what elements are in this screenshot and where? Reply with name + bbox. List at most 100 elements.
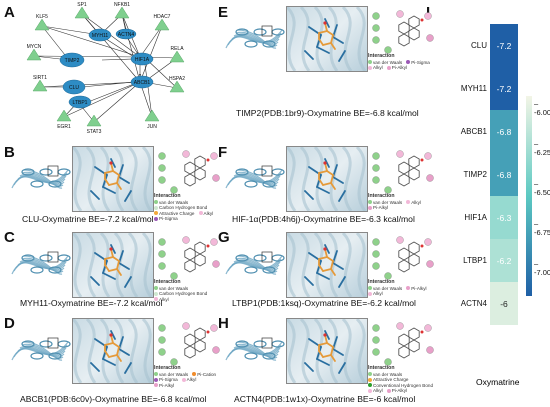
legend-label: Pi-Alkyl [411,285,427,291]
network-label: ACTN4 [118,32,135,38]
network-label: SIRT1 [33,75,47,81]
interaction-2d-diagram [158,322,220,366]
network-label: MYH11 [92,33,109,39]
legend-swatch [368,372,372,377]
colorbar [526,96,532,296]
legend-swatch [154,291,158,296]
legend-item: Carbon Hydrogen Bond [154,291,207,297]
network-node-sp1 [74,6,90,19]
legend-label: van der Waals [159,199,189,205]
interaction-2d-diagram [158,150,220,194]
legend-swatch [406,60,411,65]
legend-label: van der Waals [159,371,189,377]
network-label: KLF5 [36,14,48,20]
heatmap-row-label: ABCB1 [460,126,487,136]
legend-swatch [368,383,372,388]
network-label: HDAC7 [154,14,171,20]
legend-swatch [154,200,158,205]
legend-swatch [154,286,158,291]
network-label: STAT3 [87,129,102,135]
legend-swatch [386,388,391,393]
heatmap-cell: -6.8 [490,110,518,153]
panel-label-b: B [4,144,15,161]
legend-label: Alkyl [373,388,383,393]
network-label: JUN [147,124,157,130]
protein-structure-image [225,165,285,189]
interaction-2d-diagram [372,322,434,366]
legend-title: Interaction [154,365,181,371]
legend-item: Attractive Charge [368,377,409,383]
legend-item: van der Waals [154,372,188,378]
network-label: MYCN [27,44,42,50]
legend-item: Alkyl [181,377,197,383]
binding-pocket-image [72,146,154,212]
heatmap-value-label: -7.2 [496,83,512,94]
interaction-2d-diagram [372,10,434,54]
colorbar-tick: – -6.50 [534,179,550,197]
heatmap-row-label: LTBP1 [463,255,487,265]
legend-item: van der Waals [154,200,188,206]
interaction-2d-diagram [372,150,434,194]
legend-label: van der Waals [373,199,403,205]
panel-label-d: D [4,315,15,332]
legend-swatch [198,211,203,216]
legend-item: Pi-Alkyl [154,383,174,389]
colorbar-tick: – -6.00 [534,99,550,117]
panel-label-f: F [218,144,228,161]
legend-swatch [154,216,158,221]
heatmap-cell: -7.2 [490,24,518,67]
network-node-hif1a [130,52,154,66]
legend-item: Pi-Alkyl [386,65,407,71]
interaction-2d-diagram [158,236,220,280]
legend-item: Alkyl [368,291,383,297]
legend-swatch [154,383,158,388]
protein-structure-image [11,165,71,189]
legend-swatch [406,286,411,291]
legend-label: Pi-Alkyl [373,205,389,210]
heatmap-row-label: ACTN4 [460,298,487,308]
legend-item: Pi-Alkyl [368,205,388,211]
network-node-timp2 [59,52,85,68]
network-label: LTBP1 [73,100,88,106]
interaction-legend: Interaction van der WaalsCarbon Hydrogen … [154,193,224,222]
network-label: CLU [69,85,79,91]
legend-item: Alkyl [368,388,383,394]
binding-pocket-image [286,6,368,72]
legend-swatch [368,377,372,382]
docking-caption: ACTN4(PDB:1w1x)-Oxymatrine BE=-6 kcal/mo… [234,394,416,404]
network-node-actn4 [115,28,137,40]
heatmap-cell: -6 [490,282,518,325]
heatmap-value-label: -6.8 [496,169,512,180]
legend-item: Pi-Alkyl [406,285,427,292]
binding-pocket-image [72,232,154,298]
legend-label: Pi-Sigma [159,216,178,221]
legend-label: Carbon Hydrogen Bond [159,205,208,210]
interaction-2d-diagram [372,236,434,280]
protein-structure-image [11,251,71,275]
network-node-klf5 [34,18,50,31]
legend-label: Alkyl [203,210,214,216]
legend-label: Alkyl [411,199,421,205]
legend-item: Pi-Cation [192,372,216,378]
legend-label: Pi-Sigma [411,59,430,65]
legend-item: Alkyl [406,200,421,206]
legend-label: van der Waals [373,59,403,65]
legend-label: Alkyl [159,296,169,302]
interaction-legend: Interaction van der WaalsAttractive Charg… [368,365,438,394]
heatmap-cell: -7.2 [490,67,518,110]
legend-swatch [154,205,158,210]
legend-label: Alkyl [186,377,197,382]
legend-label: van der Waals [373,371,403,377]
legend-swatch [368,286,372,291]
docking-caption: MYH11-Oxymatrine BE=-7.2 kcal/mol [20,298,163,308]
network-node-clu [62,79,86,95]
heatmap-cell: -6.3 [490,196,518,239]
legend-title: Interaction [368,365,395,371]
binding-pocket-image [286,318,368,384]
network-label: RELA [170,46,184,52]
interaction-legend: Interaction van der WaalsCarbon Hydrogen … [154,279,224,302]
docking-caption: LTBP1(PDB:1ksq)-Oxymatrine BE=-6.2 kcal/… [232,298,416,308]
legend-label: van der Waals [373,285,403,291]
legend-title: Interaction [154,193,181,199]
binding-pocket-image [286,232,368,298]
